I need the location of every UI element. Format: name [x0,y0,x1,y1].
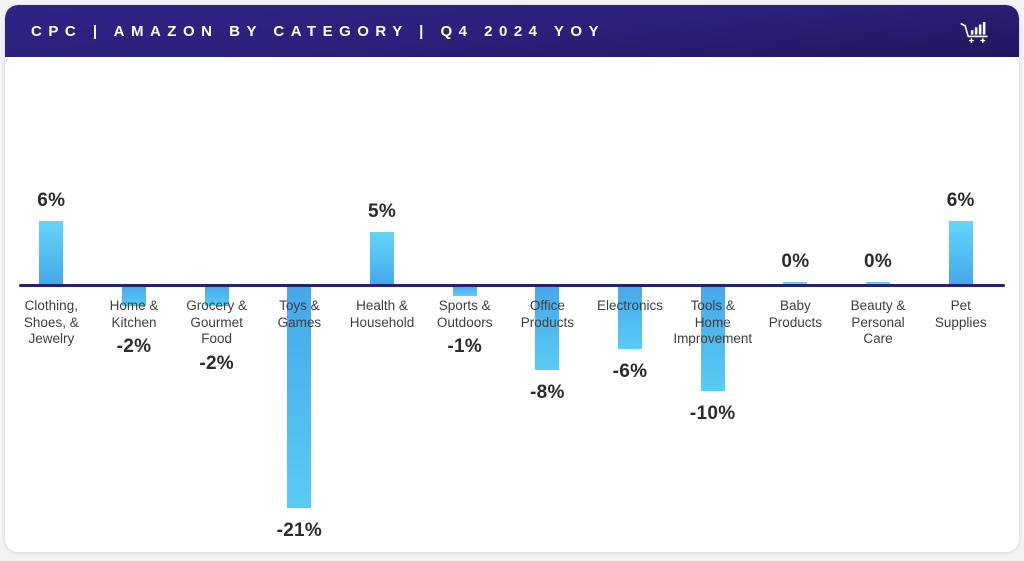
chart-column-baby-products: Baby Products 0% [754,58,837,552]
value-label-tools-home-improvement: -10% [689,403,736,424]
category-label-home-kitchen: Home & Kitchen [109,298,159,330]
value-label-baby-products: 0% [781,251,810,272]
chart-column-office-products: Office Products -8% [506,58,589,552]
bar-toys-games [287,285,312,508]
chart-column-beauty-personal-care: Beauty & Personal Care 0% [837,58,920,552]
category-label-grocery-gourmet-food: Grocery & Gourmet Food [186,298,248,346]
value-label-grocery-gourmet-food: -2% [199,353,235,374]
bar-home-kitchen [122,285,146,306]
category-label-clothing-shoes-jewelry: Clothing, Shoes, & Jewelry [23,298,79,346]
category-label-office-products: Office Products [520,298,574,330]
chart-column-electronics: Electronics -6% [589,58,672,552]
bar-health-household [370,232,395,285]
category-label-electronics: Electronics [597,298,664,313]
chart-column-clothing-shoes-jewelry: Clothing, Shoes, & Jewelry 6% [10,58,93,552]
bar-grocery-gourmet-food [204,285,229,306]
bar-baby-products [783,282,808,285]
bar-clothing-shoes-jewelry [39,221,64,285]
page-title: CPC | AMAZON BY CATEGORY | Q4 2024 YOY [31,22,606,40]
value-label-electronics: -6% [612,361,648,382]
category-label-baby-products: Baby Products [768,298,823,330]
value-label-health-household: 5% [367,201,397,222]
chart-column-health-household: Health & Household 5% [341,58,424,552]
category-label-toys-games: Toys & Games [277,298,322,330]
bar-beauty-personal-care [866,282,891,285]
bar-electronics [618,285,643,349]
chart-column-sports-outdoors: Sports & Outdoors -1% [423,58,506,552]
category-label-health-household: Health & Household [349,298,415,330]
chart-column-grocery-gourmet-food: Grocery & Gourmet Food -2% [175,58,258,552]
chart-column-pet-supplies: Pet Supplies 6% [919,58,1002,552]
header-bar: CPC | AMAZON BY CATEGORY | Q4 2024 YOY [5,5,1019,57]
chart-columns: Clothing, Shoes, & Jewelry 6% Home & Kitchen -… [10,58,1002,552]
bar-sports-outdoors [452,285,477,296]
chart-column-tools-home-improvement: Tools & Home Improvement -10% [671,58,754,552]
value-label-sports-outdoors: -1% [447,336,483,357]
x-axis-baseline [19,284,1005,287]
bar-office-products [535,285,560,370]
bar-pet-supplies [948,221,973,285]
chart-column-home-kitchen: Home & Kitchen -2% [93,58,176,552]
chart-column-toys-games: Toys & Games -21% [258,58,341,552]
value-label-clothing-shoes-jewelry: 6% [37,190,66,211]
value-label-office-products: -8% [530,382,565,403]
cart-with-bars-icon [957,16,995,46]
category-label-pet-supplies: Pet Supplies [934,298,987,330]
value-label-pet-supplies: 6% [946,190,975,211]
value-label-toys-games: -21% [276,520,323,541]
category-label-beauty-personal-care: Beauty & Personal Care [850,298,906,346]
value-label-home-kitchen: -2% [116,336,152,357]
value-label-beauty-personal-care: 0% [864,251,893,272]
bar-chart: Clothing, Shoes, & Jewelry 6% Home & Kitchen -… [5,58,1019,552]
category-label-sports-outdoors: Sports & Outdoors [436,298,493,330]
bar-tools-home-improvement [700,285,725,391]
chart-card: CPC | AMAZON BY CATEGORY | Q4 2024 YOY C… [4,4,1020,553]
category-label-tools-home-improvement: Tools & Home Improvement [673,298,753,346]
